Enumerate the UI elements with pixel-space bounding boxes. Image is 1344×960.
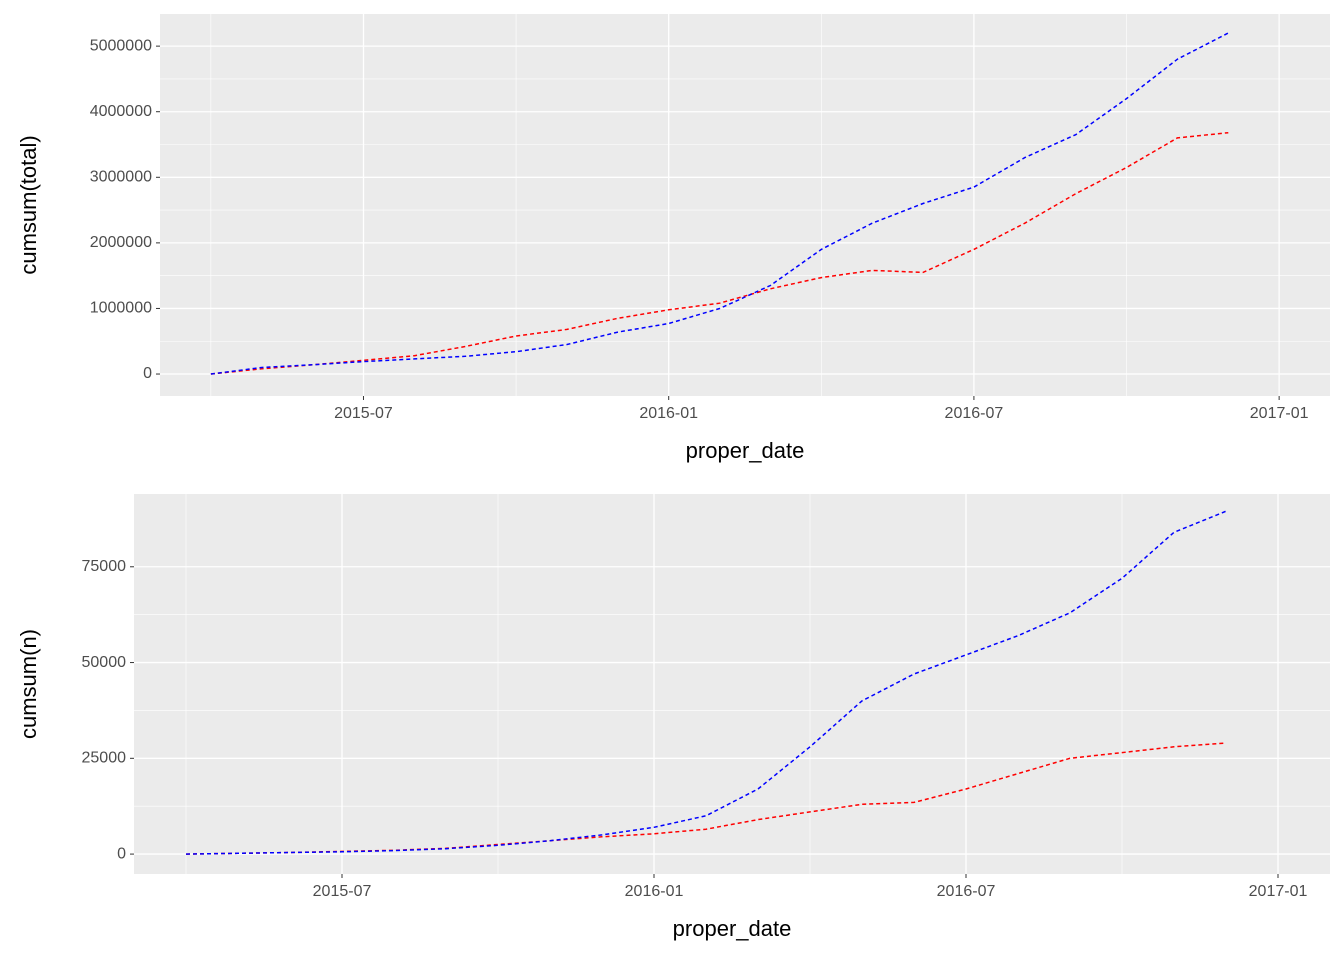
y-tick-label: 1000000 [90,300,152,317]
data-line [210,32,1229,375]
y-tick-label: 4000000 [90,103,152,120]
data-line [185,510,1227,855]
data-line [185,742,1227,855]
y-tick-label: 5000000 [90,37,152,54]
y-tick-label: 75000 [82,558,127,575]
x-tick-label: 2015-07 [313,883,372,900]
panel-background [134,494,1330,874]
x-tick-label: 2016-01 [625,883,684,900]
y-axis-title: cumsum(total) [16,135,41,274]
x-tick-label: 2016-07 [945,405,1004,422]
x-tick-label: 2016-01 [639,405,698,422]
x-tick-label: 2015-07 [334,405,393,422]
data-line [210,131,1229,375]
y-axis-title: cumsum(n) [16,629,41,739]
y-tick-label: 0 [117,845,126,862]
y-tick-label: 0 [143,365,152,382]
y-tick-label: 25000 [82,750,127,767]
x-tick-label: 2017-01 [1250,405,1309,422]
x-tick-label: 2017-01 [1249,883,1308,900]
y-tick-label: 50000 [82,654,127,671]
x-axis-title: proper_date [686,438,805,463]
x-tick-label: 2016-07 [937,883,996,900]
y-tick-label: 2000000 [90,234,152,251]
panel-background [160,14,1330,396]
y-tick-label: 3000000 [90,169,152,186]
x-axis-title: proper_date [673,916,792,941]
